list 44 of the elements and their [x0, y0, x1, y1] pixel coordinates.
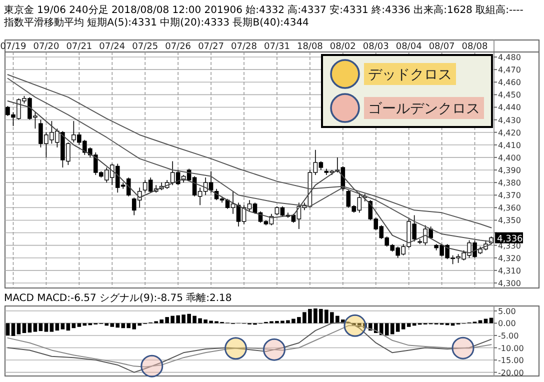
y-tick-label: 4,480 — [498, 53, 521, 62]
x-tick-label: 07/20 — [33, 42, 60, 52]
text: 4,336 — [497, 234, 524, 244]
x-tick-label: 07/25 — [132, 42, 158, 52]
chart-subtitle: 指数平滑移動平均 短期A(5):4331 中期(20):4333 長期B(40):4344 — [3, 16, 309, 28]
y-tick-label: 4,470 — [498, 66, 521, 75]
x-tick-label: 07/27 — [198, 42, 224, 52]
x-tick-label: 07/24 — [99, 42, 126, 52]
x-tick-label: 07/31 — [264, 42, 290, 52]
y-tick-label: 0.00 — [498, 319, 516, 328]
y-tick-label: -15.00 — [498, 356, 524, 366]
x-tick-label: 08/08 — [462, 42, 488, 52]
y-tick-label: -5.00 — [498, 331, 519, 340]
y-tick-label: 4,430 — [498, 116, 521, 125]
y-tick-label: 4,380 — [498, 178, 521, 188]
y-tick-label: 4,460 — [498, 78, 521, 88]
y-tick-label: 4,390 — [498, 166, 521, 175]
x-tick-label: 08/04 — [396, 42, 422, 52]
x-tick-label: 07/26 — [165, 42, 192, 52]
y-tick-label: 4,420 — [498, 128, 521, 138]
y-tick-label: 4,360 — [498, 204, 521, 213]
y-tick-label: 4,410 — [498, 140, 521, 150]
chart-title: 東京金 19/06 240分足 2018/08/08 12:00 201906 始:4332 高:4337 安:4331 終:4336 出来高:1628 取組高:---- — [4, 4, 524, 16]
y-tick-label: 4,350 — [498, 216, 521, 226]
y-tick-label: -20.00 — [498, 368, 524, 378]
x-tick-label: 08/03 — [362, 42, 389, 52]
y-tick-label: 4,440 — [498, 103, 521, 112]
annotation: デッドクロス — [368, 67, 452, 83]
cross-legend: デッドクロス ゴールデンクロス — [321, 54, 493, 128]
y-tick-label: 4,320 — [498, 254, 521, 263]
y-tick-label: 4,450 — [498, 90, 521, 100]
x-tick-label: 08/07 — [428, 42, 455, 52]
y-tick-label: 5.00 — [498, 306, 516, 316]
y-tick-label: 4,400 — [498, 153, 521, 162]
annotation: ゴールデンクロス — [368, 101, 480, 117]
chart-title: MACD MACD:-6.57 シグナル(9):-8.75 乖離:2.18 — [4, 292, 232, 304]
y-tick-label: -10.00 — [498, 344, 524, 353]
x-tick-label: 07/21 — [66, 42, 92, 52]
x-tick-label: 18/08 — [296, 42, 324, 52]
x-tick-label: 08/02 — [330, 42, 356, 52]
y-tick-label: 4,310 — [498, 266, 521, 276]
y-tick-label: 4,370 — [498, 191, 521, 200]
y-tick-label: 4,300 — [498, 278, 521, 288]
x-tick-label: 07/28 — [231, 42, 258, 52]
